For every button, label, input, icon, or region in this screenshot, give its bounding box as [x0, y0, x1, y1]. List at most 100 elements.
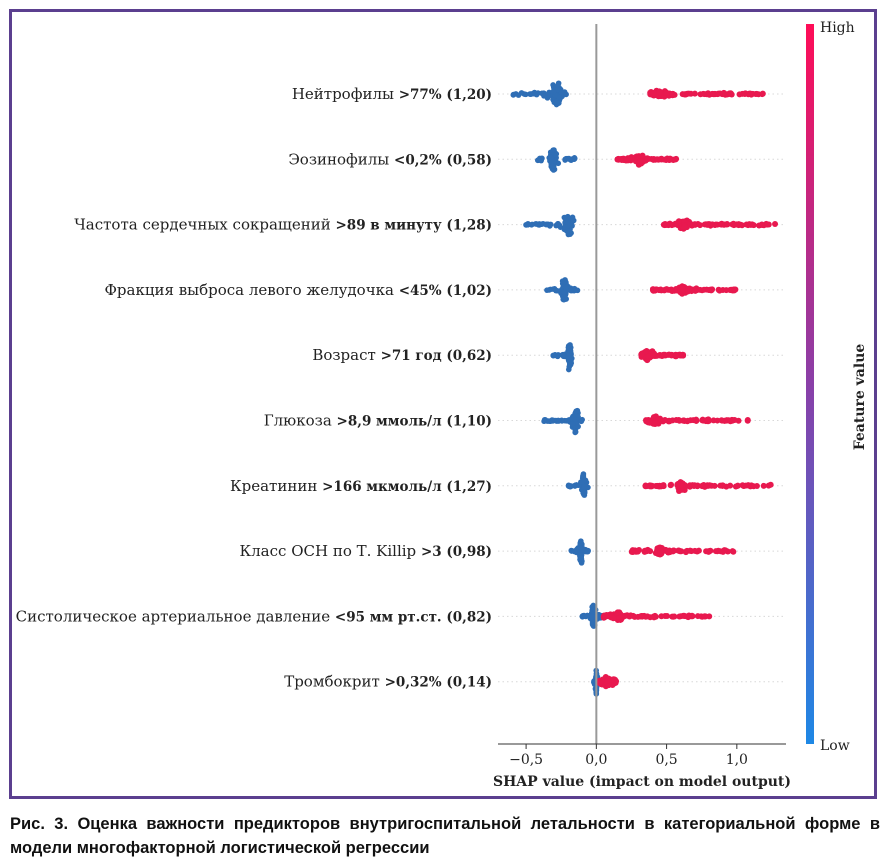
shap-dot-high	[679, 286, 686, 293]
shap-dot-high	[709, 91, 716, 98]
shap-dot-low	[581, 484, 588, 491]
feature-threshold: <0,2%	[394, 152, 446, 168]
shap-dot-high	[603, 611, 610, 618]
figure-caption: Рис. 3. Оценка важности предикторов внут…	[10, 815, 880, 857]
shap-dot-low	[550, 418, 556, 424]
feature-label: Эозинофилы <0,2% (0,58)	[288, 150, 492, 168]
shap-dot-high	[705, 548, 712, 555]
shap-dot-low	[525, 222, 531, 228]
shap-dot-high	[676, 613, 683, 620]
shap-dot-low	[547, 154, 554, 161]
feature-name: Креатинин	[230, 477, 322, 495]
feature-threshold: <45%	[399, 283, 447, 299]
feature-importance: (1,02)	[446, 283, 492, 299]
shap-dot-high	[673, 353, 680, 360]
shap-dot-high	[653, 286, 660, 293]
shap-dot-high	[674, 481, 681, 488]
colorbar-high-label: High	[820, 20, 855, 36]
feature-label: Класс ОСН по Т. Killip >3 (0,98)	[240, 542, 492, 560]
shap-dot-low	[564, 219, 571, 225]
shap-dot-high	[719, 482, 726, 489]
shap-dot-high	[687, 547, 694, 554]
shap-dot-high	[659, 482, 666, 489]
shap-dot-high	[684, 417, 691, 424]
shap-dot-high	[666, 351, 673, 358]
shap-dot-high	[747, 90, 754, 97]
feature-label: Тромбокрит >0,32% (0,14)	[284, 673, 492, 691]
shap-dot-high	[753, 483, 760, 490]
shap-dot-high	[671, 613, 678, 620]
shap-dot-low	[550, 352, 557, 359]
feature-label: Нейтрофилы >77% (1,20)	[292, 85, 492, 103]
shap-dot-high	[643, 548, 650, 555]
shap-dot-low	[580, 473, 586, 479]
shap-dot-high	[634, 548, 641, 555]
feature-threshold: >77%	[399, 87, 447, 103]
shap-dot-high	[666, 156, 673, 163]
shap-dot-high	[742, 482, 749, 489]
shap-dot-low	[565, 366, 572, 373]
shap-dot-high	[651, 420, 658, 427]
shap-dot-high	[644, 155, 651, 162]
shap-summary-plot: Нейтрофилы >77% (1,20) Эозинофилы <0,2% (…	[16, 20, 868, 790]
shap-dot-high	[656, 352, 663, 359]
shap-dot-low	[550, 147, 556, 153]
shap-dot-high	[731, 416, 738, 423]
shap-dot-low	[531, 89, 538, 96]
shap-dot-high	[614, 609, 621, 616]
shap-dot-high	[651, 614, 658, 621]
shap-dot-high	[671, 91, 678, 98]
shap-dot-high	[610, 615, 617, 622]
feature-importance: (1,27)	[446, 479, 492, 495]
shap-dot-high	[677, 351, 684, 358]
shap-dot-high	[665, 548, 672, 555]
shap-dot-high	[772, 221, 779, 228]
shap-dot-high	[670, 547, 677, 554]
shap-dot-high	[758, 221, 765, 228]
feature-label: Возраст >71 год (0,62)	[312, 346, 492, 364]
shap-dot-low	[556, 100, 562, 106]
shap-dot-low	[538, 157, 544, 164]
shap-dot-high	[691, 547, 698, 554]
shap-dot-high	[744, 417, 751, 424]
shap-dot-low	[572, 416, 579, 423]
shap-dot-high	[760, 482, 767, 489]
shap-dot-high	[667, 482, 674, 489]
shap-dot-high	[709, 286, 716, 293]
shap-dot-high	[702, 221, 709, 228]
shap-dot-high	[623, 157, 630, 164]
shap-dot-high	[663, 90, 670, 97]
shap-dot-high	[734, 482, 741, 489]
shap-dot-high	[654, 156, 661, 163]
shap-dot-high	[733, 221, 740, 228]
shap-dot-high	[701, 613, 708, 620]
shap-dot-low	[572, 429, 578, 436]
feature-importance: (1,28)	[446, 218, 492, 234]
shap-dot-high	[676, 417, 683, 424]
shap-dot-high	[675, 218, 682, 225]
shap-dot-low	[561, 289, 567, 295]
shap-dot-high	[712, 548, 719, 555]
shap-dot-low	[550, 88, 557, 95]
x-tick-label: 1,0	[726, 752, 748, 768]
shap-dot-high	[638, 351, 645, 358]
shap-dot-high	[707, 482, 714, 489]
colorbar-title: Feature value	[852, 344, 868, 451]
shap-dot-low	[554, 287, 561, 294]
x-tick-label: −0,5	[509, 752, 543, 768]
shap-dot-low	[578, 418, 585, 425]
shap-dot-high	[675, 547, 682, 554]
feature-label: Фракция выброса левого желудочка <45% (1…	[104, 281, 492, 299]
shap-dot-high	[629, 549, 636, 556]
colorbar-low-label: Low	[820, 738, 850, 754]
shap-dot-low	[577, 557, 584, 564]
shap-dot-high	[650, 89, 657, 96]
shap-dot-high	[643, 418, 650, 425]
feature-importance: (1,10)	[446, 414, 492, 430]
shap-dot-high	[727, 90, 734, 97]
shap-dot-low	[547, 221, 554, 228]
shap-dot-high	[699, 483, 706, 490]
feature-threshold: >89 в минуту	[335, 218, 446, 234]
shap-dot-high	[663, 221, 670, 228]
shap-dot-low	[560, 352, 567, 359]
